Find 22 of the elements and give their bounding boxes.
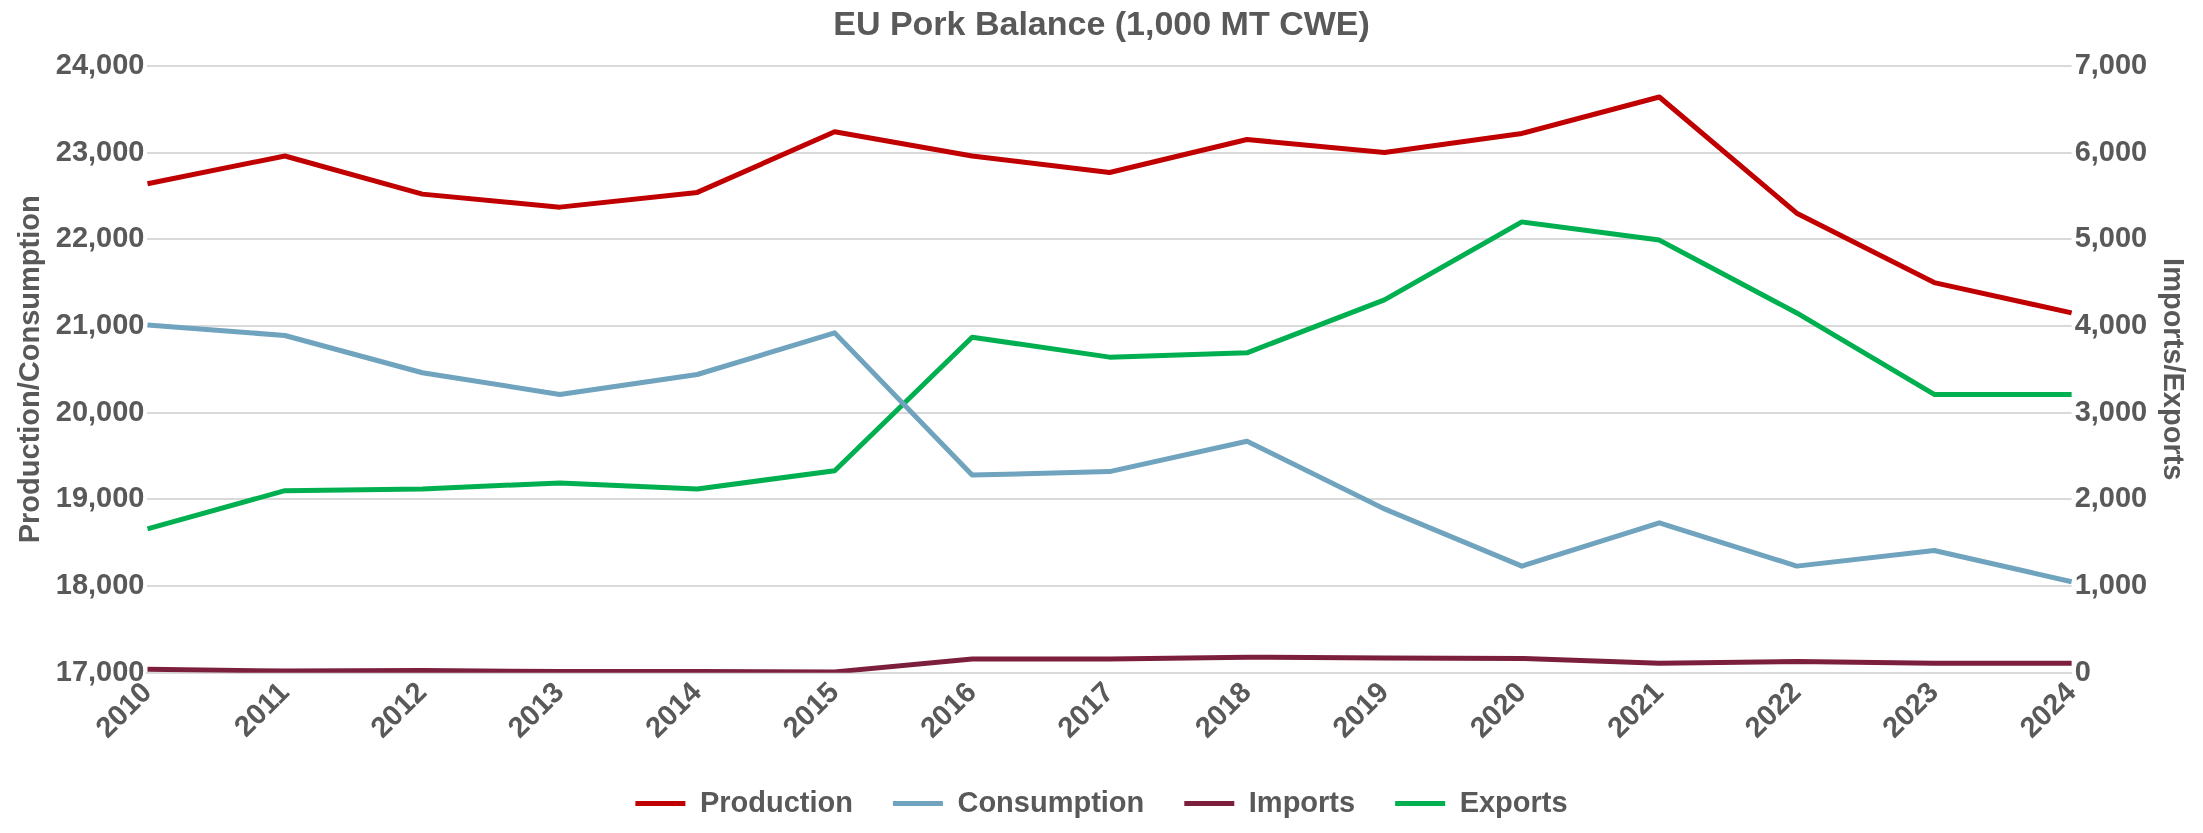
y2-tick-label: 4,000: [2074, 307, 2148, 340]
y2-tick-label: 2,000: [2074, 481, 2148, 514]
y-tick-label: 21,000: [55, 307, 145, 340]
y-tick-label: 18,000: [55, 568, 145, 601]
y-tick-label: 20,000: [55, 394, 145, 427]
y2-tick-label: 7,000: [2074, 47, 2148, 80]
y2-axis-title: Imports/Exports: [2157, 258, 2190, 481]
y-tick-label: 24,000: [55, 47, 145, 80]
chart-title: EU Pork Balance (1,000 MT CWE): [833, 3, 1370, 42]
y-axis-title: Production/Consumption: [13, 195, 46, 544]
y2-tick-label: 3,000: [2074, 394, 2148, 427]
y2-tick-label: 6,000: [2074, 134, 2148, 167]
legend-label: Imports: [1248, 785, 1356, 818]
y-tick-label: 23,000: [55, 134, 145, 167]
legend-label: Production: [699, 785, 853, 818]
y2-tick-label: 0: [2074, 654, 2091, 687]
y2-tick-label: 1,000: [2074, 568, 2148, 601]
legend-label: Exports: [1459, 785, 1568, 818]
legend-label: Consumption: [957, 785, 1145, 818]
y2-tick-label: 5,000: [2074, 221, 2148, 254]
y-tick-label: 19,000: [55, 481, 145, 514]
y-tick-label: 22,000: [55, 221, 145, 254]
